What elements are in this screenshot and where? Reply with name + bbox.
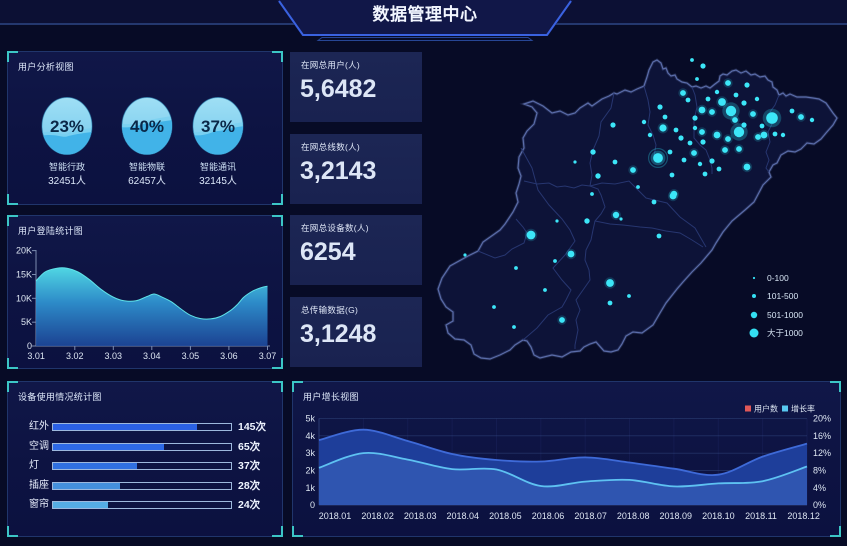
svg-text:2018.01: 2018.01 — [319, 511, 352, 521]
svg-text:5K: 5K — [21, 317, 32, 327]
svg-text:0: 0 — [310, 500, 315, 510]
svg-text:2018.02: 2018.02 — [361, 511, 394, 521]
svg-text:4k: 4k — [305, 431, 315, 441]
svg-text:10K: 10K — [16, 293, 32, 303]
svg-text:3.07: 3.07 — [259, 351, 277, 361]
svg-text:15K: 15K — [16, 270, 32, 280]
svg-text:大于1000: 大于1000 — [767, 328, 803, 338]
svg-text:0%: 0% — [813, 500, 826, 510]
svg-text:2018.07: 2018.07 — [574, 511, 607, 521]
svg-text:2018.05: 2018.05 — [489, 511, 522, 521]
svg-text:3.02: 3.02 — [66, 351, 84, 361]
svg-text:0: 0 — [27, 341, 32, 351]
svg-text:3.05: 3.05 — [182, 351, 200, 361]
svg-text:用户数: 用户数 — [754, 404, 778, 414]
svg-text:20%: 20% — [813, 414, 831, 424]
svg-text:20K: 20K — [16, 246, 32, 256]
svg-text:2018.06: 2018.06 — [532, 511, 565, 521]
svg-text:2018.09: 2018.09 — [660, 511, 693, 521]
svg-text:2018.12: 2018.12 — [787, 511, 820, 521]
svg-text:0-100: 0-100 — [767, 273, 789, 283]
svg-text:12%: 12% — [813, 448, 831, 458]
svg-text:16%: 16% — [813, 431, 831, 441]
svg-text:2k: 2k — [305, 466, 315, 476]
svg-text:3.01: 3.01 — [27, 351, 45, 361]
svg-text:3k: 3k — [305, 448, 315, 458]
svg-text:2018.11: 2018.11 — [745, 511, 777, 521]
svg-text:3.03: 3.03 — [105, 351, 123, 361]
svg-text:1k: 1k — [305, 483, 315, 493]
svg-text:3.04: 3.04 — [143, 351, 161, 361]
svg-text:23%: 23% — [50, 117, 84, 136]
svg-text:3.06: 3.06 — [220, 351, 238, 361]
svg-text:4%: 4% — [813, 483, 826, 493]
svg-text:增长率: 增长率 — [791, 404, 815, 414]
svg-text:2018.04: 2018.04 — [447, 511, 480, 521]
svg-text:8%: 8% — [813, 466, 826, 476]
svg-text:501-1000: 501-1000 — [767, 310, 803, 320]
svg-text:2018.08: 2018.08 — [617, 511, 650, 521]
svg-text:2018.03: 2018.03 — [404, 511, 437, 521]
svg-text:2018.10: 2018.10 — [702, 511, 735, 521]
svg-text:5k: 5k — [305, 414, 315, 424]
svg-text:101-500: 101-500 — [767, 291, 798, 301]
svg-text:40%: 40% — [130, 117, 164, 136]
svg-text:37%: 37% — [201, 117, 235, 136]
